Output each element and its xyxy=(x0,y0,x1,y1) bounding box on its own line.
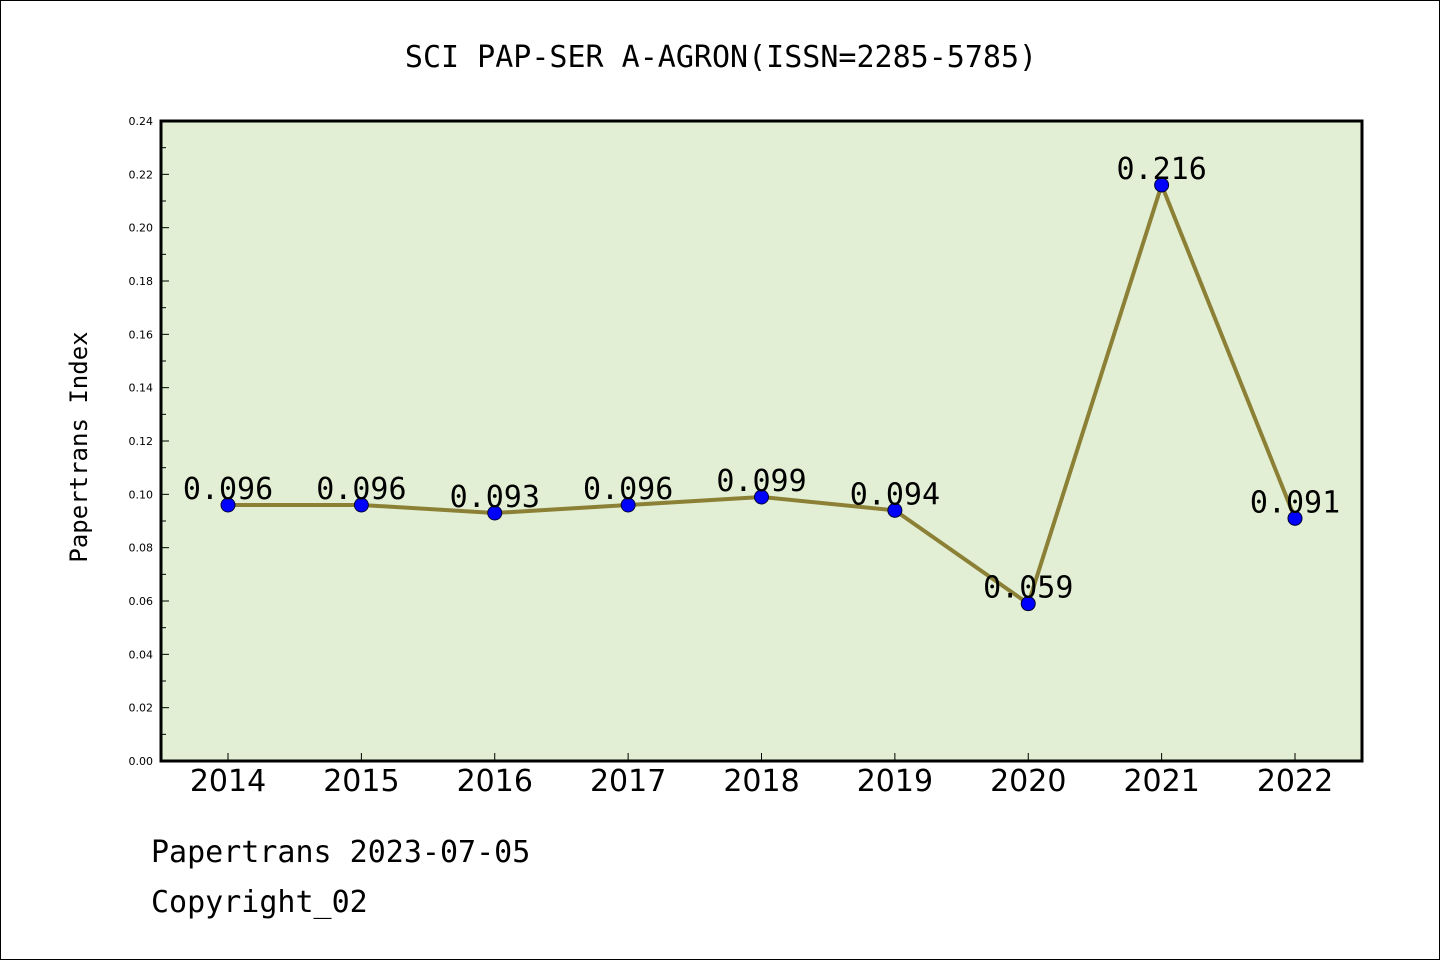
data-point xyxy=(487,505,503,521)
y-tick-label: 0.14 xyxy=(129,382,154,395)
data-point xyxy=(1154,177,1170,193)
data-labels: 0.096 0.096 0.093 0.096 0.099 0.094 0.059 0.216… xyxy=(183,152,1340,606)
x-tick-label: 2021 xyxy=(1123,764,1199,799)
y-tick-label: 0.22 xyxy=(129,168,154,181)
x-tick-label: 2019 xyxy=(857,764,933,799)
y-axis-label: Papertrans Index xyxy=(65,331,93,562)
data-label: 0.096 xyxy=(183,472,273,507)
x-tick-label: 2018 xyxy=(723,764,799,799)
data-label: 0.216 xyxy=(1116,152,1206,187)
footer-copyright: Copyright_02 xyxy=(151,885,368,920)
x-tick-label: 2017 xyxy=(590,764,666,799)
y-tick-label: 0.08 xyxy=(129,542,154,555)
data-label: 0.096 xyxy=(583,472,673,507)
data-point xyxy=(620,497,636,513)
x-axis-ticks: 2014 2015 2016 2017 2018 2019 2020 2021 2022 xyxy=(190,753,1333,799)
data-point xyxy=(353,497,369,513)
data-label: 0.091 xyxy=(1250,485,1340,520)
x-tick-label: 2020 xyxy=(990,764,1066,799)
data-point xyxy=(1020,596,1036,612)
data-label: 0.096 xyxy=(316,472,406,507)
data-label: 0.059 xyxy=(983,571,1073,606)
y-tick-label: 0.18 xyxy=(129,275,154,288)
x-tick-label: 2015 xyxy=(323,764,399,799)
data-point xyxy=(754,489,769,505)
y-tick-label: 0.12 xyxy=(129,435,154,448)
y-tick-label: 0.00 xyxy=(129,755,154,768)
chart-title: SCI PAP-SER A-AGRON(ISSN=2285-5785) xyxy=(405,40,1037,75)
y-tick-label: 0.16 xyxy=(129,328,154,341)
plot-area xyxy=(159,119,1364,763)
y-tick-label: 0.02 xyxy=(129,702,154,715)
x-tick-label: 2014 xyxy=(190,764,266,799)
data-point xyxy=(887,502,903,518)
data-label: 0.094 xyxy=(850,477,940,512)
series-layer xyxy=(220,177,1303,612)
y-tick-label: 0.04 xyxy=(129,648,154,661)
y-axis-ticks: 0.00 0.02 0.04 0.06 0.08 0.10 0.12 0.14 0.16 0.18… xyxy=(129,115,169,768)
y-tick-label: 0.06 xyxy=(129,595,154,608)
data-label: 0.099 xyxy=(716,464,806,499)
x-tick-label: 2022 xyxy=(1257,764,1333,799)
footer-date-line: Papertrans 2023-07-05 xyxy=(151,835,531,870)
data-point xyxy=(1287,510,1303,526)
data-point xyxy=(220,497,236,513)
x-tick-label: 2016 xyxy=(457,764,533,799)
y-tick-label: 0.10 xyxy=(129,488,154,501)
data-label: 0.093 xyxy=(450,480,540,515)
y-tick-label: 0.20 xyxy=(129,222,154,235)
y-tick-label: 0.24 xyxy=(129,115,154,128)
